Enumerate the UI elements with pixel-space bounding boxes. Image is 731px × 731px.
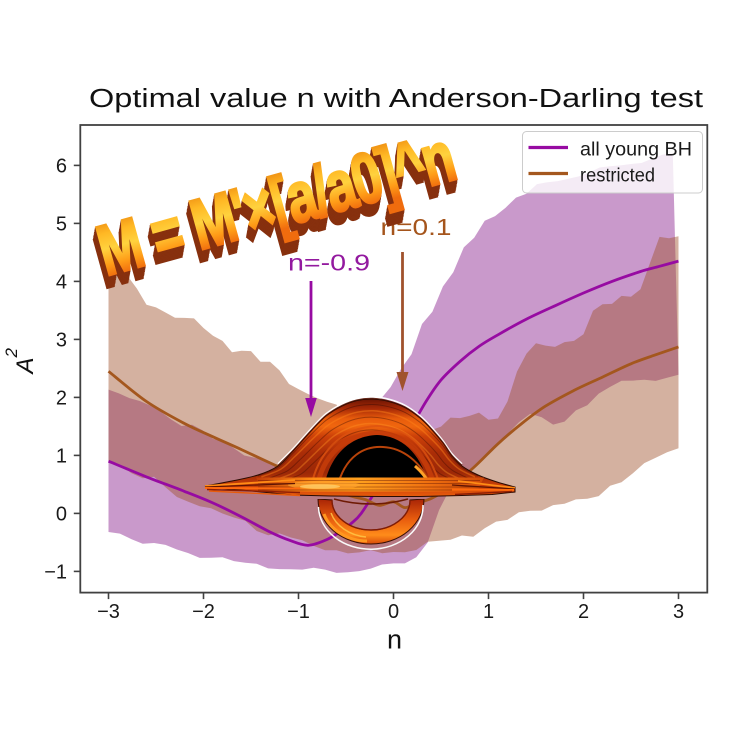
svg-text:4: 4 xyxy=(56,271,67,293)
svg-text:−2: −2 xyxy=(192,601,215,623)
svg-text:−1: −1 xyxy=(287,601,310,623)
svg-text:Optimal value n with Anderson-: Optimal value n with Anderson-Darling te… xyxy=(89,85,703,113)
svg-text:2: 2 xyxy=(56,387,67,409)
svg-text:0: 0 xyxy=(56,503,67,525)
svg-text:n=-0.9: n=-0.9 xyxy=(288,250,370,276)
svg-text:5: 5 xyxy=(56,213,67,235)
svg-text:n: n xyxy=(387,625,402,655)
svg-text:2: 2 xyxy=(578,601,589,623)
svg-text:0: 0 xyxy=(388,601,399,623)
svg-text:3: 3 xyxy=(673,601,684,623)
svg-text:all young BH: all young BH xyxy=(580,139,692,161)
svg-text:−3: −3 xyxy=(97,601,120,623)
svg-text:n=0.1: n=0.1 xyxy=(381,214,452,240)
svg-text:1: 1 xyxy=(483,601,494,623)
svg-text:6: 6 xyxy=(56,155,67,177)
svg-text:−1: −1 xyxy=(44,561,67,583)
svg-text:restricted: restricted xyxy=(580,165,655,187)
svg-text:3: 3 xyxy=(56,329,67,351)
svg-text:1: 1 xyxy=(56,445,67,467)
